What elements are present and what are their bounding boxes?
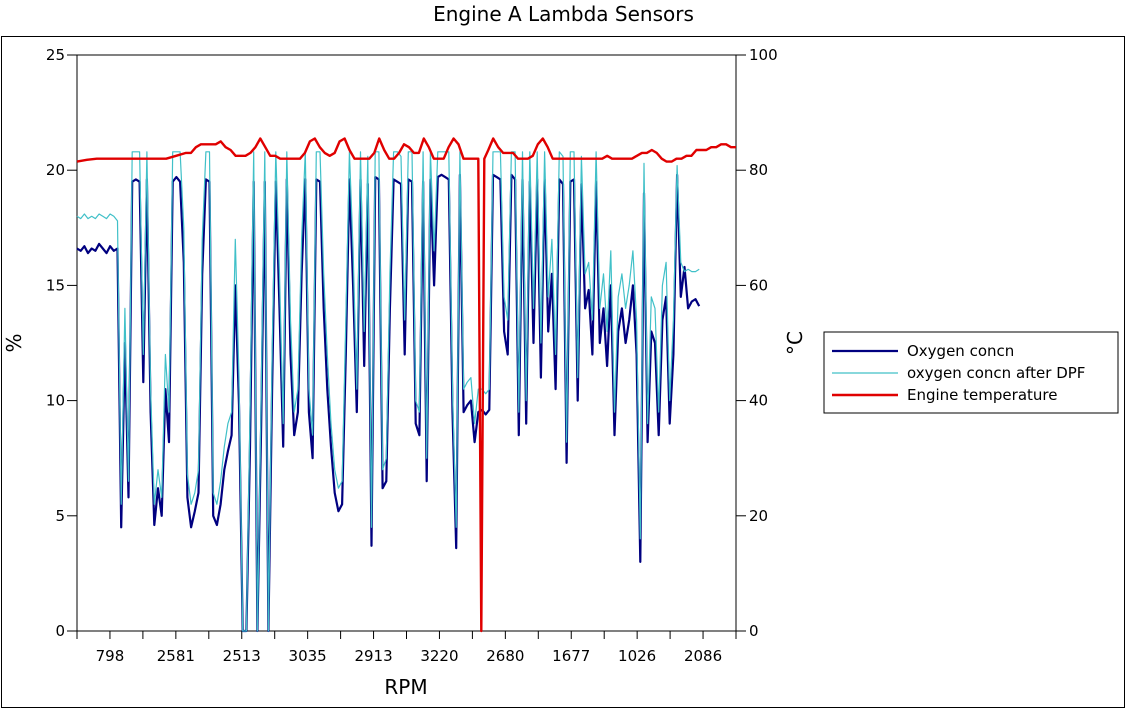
y-right-tick-label: 0 xyxy=(749,622,759,640)
y-left-tick-label: 20 xyxy=(46,161,65,179)
x-tick-label: 1026 xyxy=(618,647,656,665)
x-axis: 798 2581 2513 3035 2913 3220 2680 1677 1026 2086 xyxy=(76,631,737,665)
y-left-tick-label: 10 xyxy=(46,392,65,410)
x-tick-label: 2680 xyxy=(486,647,524,665)
x-tick-label: 3220 xyxy=(420,647,458,665)
y-right-tick-label: 60 xyxy=(749,276,768,294)
x-axis-title: RPM xyxy=(384,675,427,699)
x-tick-label: 2513 xyxy=(223,647,261,665)
y-right-tick-label: 80 xyxy=(749,161,768,179)
x-tick-label: 1677 xyxy=(552,647,590,665)
y-axis-right: 0 20 40 60 80 100 xyxy=(736,46,778,640)
chart-frame xyxy=(1,36,1125,708)
series-oxygen-concn xyxy=(76,173,701,633)
y-right-tick-label: 100 xyxy=(749,46,778,64)
legend: Oxygen concn oxygen concn after DPF Engine… xyxy=(823,331,1119,414)
x-tick-label: 3035 xyxy=(289,647,327,665)
y-right-tick-label: 40 xyxy=(749,392,768,410)
legend-label: Oxygen concn xyxy=(907,342,1014,360)
series-oxygen-after-dpf xyxy=(76,151,700,632)
legend-label: oxygen concn after DPF xyxy=(907,364,1085,382)
series-engine-temperature xyxy=(76,137,736,633)
x-tick-label: 2913 xyxy=(354,647,392,665)
x-tick-label: 2581 xyxy=(157,647,195,665)
x-tick-label: 2086 xyxy=(684,647,722,665)
y-axis-right-title: °C xyxy=(783,331,807,355)
y-right-tick-label: 20 xyxy=(749,507,768,525)
y-axis-left: 0 5 10 15 20 25 xyxy=(46,46,77,640)
y-left-tick-label: 15 xyxy=(46,276,65,294)
y-left-tick-label: 5 xyxy=(55,507,65,525)
y-left-tick-label: 0 xyxy=(55,622,65,640)
x-tick-label: 798 xyxy=(96,647,125,665)
chart-title: Engine A Lambda Sensors xyxy=(433,2,694,26)
series-layer xyxy=(76,137,736,633)
y-axis-left-title: % xyxy=(2,333,26,352)
y-left-tick-label: 25 xyxy=(46,46,65,64)
legend-label: Engine temperature xyxy=(907,386,1057,404)
